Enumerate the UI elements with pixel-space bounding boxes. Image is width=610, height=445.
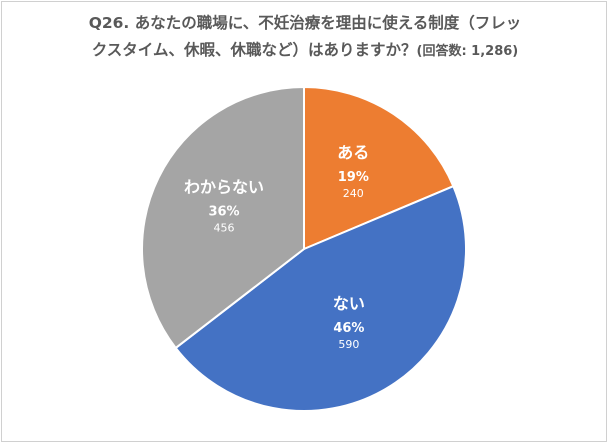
chart-title-line-1: Q26. あなたの職場に、不妊治療を理由に使える制度（フレッ [88, 14, 522, 32]
slice-percent-aru: 19% [338, 170, 369, 185]
chart-title-line-2-text: クスタイム、休暇、休職など）はありますか？ [91, 41, 417, 59]
chart-title-note: (回答数: 1,286) [416, 44, 519, 59]
pie-slice-nai [174, 184, 467, 412]
slice-label-aru: ある [337, 143, 369, 162]
slice-percent-nai: 46% [333, 321, 364, 336]
pie-slice-wakaranai [141, 85, 305, 350]
slice-count-nai: 590 [338, 338, 359, 351]
slice-label-nai: ない [333, 294, 365, 313]
slice-percent-wakaranai: 36% [208, 205, 239, 220]
chart-title-line-2: クスタイム、休暇、休職など）はありますか？(回答数: 1,286) [0, 37, 610, 65]
slice-count-wakaranai: 456 [214, 222, 235, 235]
slice-label-wakaranai: わからない [184, 178, 264, 197]
chart-title: Q26. あなたの職場に、不妊治療を理由に使える制度（フレッ クスタイム、休暇、… [0, 10, 610, 65]
pie-slice-aru [303, 85, 455, 251]
slice-count-aru: 240 [343, 187, 364, 200]
